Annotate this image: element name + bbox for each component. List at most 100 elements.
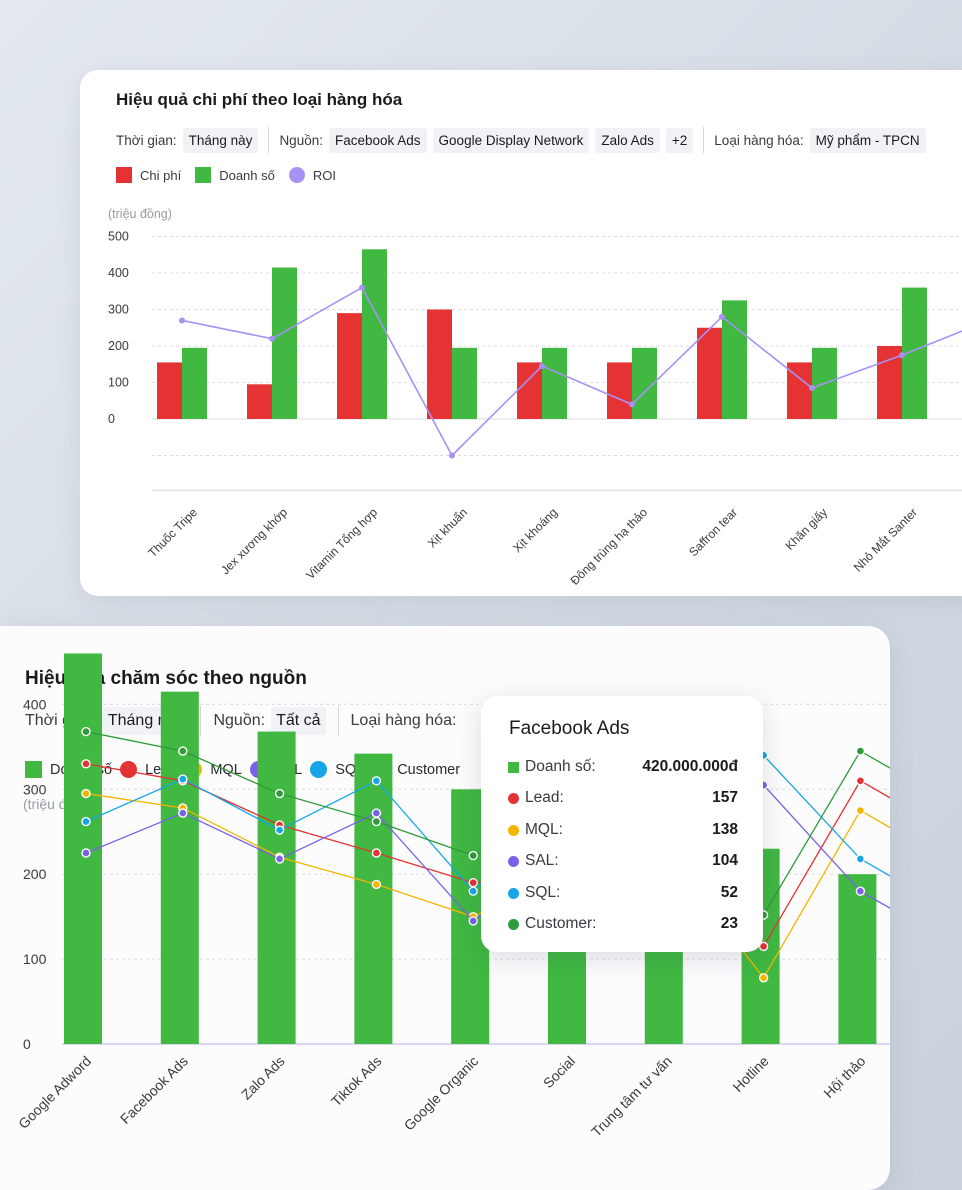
- y-tick-label: 200: [23, 866, 47, 882]
- x-tick-label: Xịt khuẩn: [425, 505, 470, 550]
- legend-swatch: [25, 761, 42, 778]
- source-filter-label: Nguồn:: [213, 712, 266, 729]
- tooltip-label: MQL:: [525, 821, 563, 838]
- bar-chi-phi: [877, 346, 902, 419]
- y-tick-label: 200: [108, 339, 129, 353]
- tooltip-swatch: [508, 918, 519, 930]
- y-tick-label: 100: [108, 376, 129, 390]
- roi-point: [359, 284, 365, 291]
- point-customer: [81, 726, 91, 737]
- x-tick-label: Vitamin Tổng hợp: [303, 505, 380, 582]
- tooltip-row-mql: MQL: 138: [508, 820, 738, 840]
- bar-chi-phi: [247, 384, 272, 419]
- bar-chi-phi: [517, 362, 542, 419]
- y-tick-label: 0: [23, 1036, 31, 1052]
- point-customer: [274, 788, 285, 799]
- bar-chi-phi: [607, 362, 632, 419]
- tooltip-row-doanh-so: Doanh số: 420.000.000đ: [508, 757, 738, 777]
- point-sal: [81, 848, 91, 858]
- category-filter-chip[interactable]: Mỹ phẩm - TPCN: [809, 127, 926, 153]
- bar-doanh-so: [452, 347, 477, 419]
- x-tick-label: Nhỏ Mắt Santer: [850, 505, 920, 575]
- tooltip-label: SQL:: [525, 884, 561, 901]
- point-sql: [468, 886, 478, 896]
- tooltip-label: Doanh số:: [525, 758, 596, 775]
- x-tick-label: Xịt khoáng: [510, 505, 560, 555]
- point-sql: [274, 825, 285, 835]
- cost-efficiency-card: Hiệu quả chi phí theo loại hàng hóa Thời…: [80, 70, 962, 596]
- point-lead: [371, 848, 382, 858]
- legend-item-roi[interactable]: ROI: [288, 167, 336, 183]
- source-chip-zalo-ads[interactable]: Zalo Ads: [595, 127, 660, 153]
- roi-point: [179, 317, 185, 324]
- tooltip-label: Customer:: [525, 915, 597, 932]
- roi-point: [719, 313, 725, 320]
- tooltip-row-customer: Customer: 23: [508, 914, 738, 934]
- y-tick-label: 300: [23, 781, 47, 797]
- x-tick-label: Thuốc Tripe: [145, 505, 200, 560]
- point-sql: [371, 776, 382, 786]
- x-tick-label: Zalo Ads: [238, 1053, 288, 1103]
- point-customer: [855, 746, 866, 756]
- bar-chi-phi: [697, 327, 722, 419]
- tooltip-row-lead: Lead: 157: [508, 788, 738, 808]
- tooltip-title: Facebook Ads: [509, 718, 630, 739]
- bar-doanh-so: [838, 874, 877, 1044]
- point-customer: [178, 746, 188, 756]
- legend-item-chi-phi[interactable]: Chi phí: [116, 167, 181, 183]
- x-tick-label: Saffron tear: [686, 505, 740, 559]
- point-lead: [758, 941, 769, 952]
- point-customer: [371, 816, 382, 827]
- x-tick-label: Khăn giấy: [782, 505, 830, 553]
- bar-chi-phi: [427, 309, 452, 419]
- source-chip-more[interactable]: +2: [665, 127, 694, 153]
- bar-doanh-so: [257, 731, 296, 1044]
- time-filter-chip[interactable]: Tháng này: [182, 127, 259, 153]
- point-lead: [81, 759, 91, 769]
- tooltip-row-sql: SQL: 52: [508, 883, 738, 903]
- x-tick-label: Hội thảo: [820, 1053, 868, 1101]
- source-chip-google-display-network[interactable]: Google Display Network: [432, 127, 590, 153]
- tooltip-swatch: [508, 792, 519, 804]
- bar-doanh-so: [160, 691, 199, 1044]
- roi-line: [181, 286, 962, 457]
- legend-label: Chi phí: [140, 167, 182, 183]
- source-filter-label: Nguồn:: [279, 132, 323, 148]
- x-tick-label: Facebook Ads: [117, 1053, 191, 1127]
- x-tick-label: Jex xương khớp: [218, 505, 290, 577]
- legend-label: Doanh số: [219, 167, 275, 183]
- point-mql: [81, 788, 91, 799]
- point-sal: [371, 808, 382, 818]
- y-tick-label: 0: [108, 412, 115, 426]
- x-tick-label: Google Organic: [401, 1053, 482, 1134]
- legend-item-doanh-so[interactable]: Doanh số: [195, 167, 275, 183]
- tooltip-swatch: [508, 855, 519, 867]
- point-sal: [468, 916, 478, 926]
- legend-swatch: [310, 761, 328, 778]
- source-chip-facebook-ads[interactable]: Facebook Ads: [328, 127, 427, 153]
- source-filter-chip[interactable]: Tất cả: [271, 707, 326, 735]
- category-filter-label: Loại hàng hóa:: [350, 712, 457, 729]
- tooltip-label: Lead:: [525, 789, 564, 806]
- tooltip-row-sal: SAL: 104: [508, 851, 738, 871]
- point-sal: [855, 886, 866, 896]
- point-sql: [81, 816, 91, 827]
- chart-tooltip: Facebook Ads Doanh số: 420.000.000đ Lead:…: [481, 696, 763, 952]
- tooltip-value: 52: [720, 884, 738, 901]
- filter-divider: [200, 706, 202, 736]
- time-filter-label: Thời gian:: [116, 132, 177, 148]
- filter-divider: [268, 127, 270, 153]
- filter-divider: [337, 706, 339, 736]
- point-sql: [178, 774, 188, 784]
- point-lead: [468, 877, 478, 888]
- roi-point: [539, 363, 545, 370]
- legend-swatch: [120, 761, 138, 778]
- card-title: Hiệu quả chi phí theo loại hàng hóa: [116, 90, 403, 109]
- category-filter-label: Loại hàng hóa:: [714, 132, 804, 148]
- point-sal: [178, 808, 188, 818]
- filter-bar: Thời gian: Tháng này Nguồn: Facebook Ads…: [116, 127, 932, 153]
- tooltip-swatch: [508, 887, 519, 899]
- legend-swatch: [195, 167, 212, 183]
- roi-point: [269, 335, 275, 342]
- y-tick-label: 300: [108, 303, 129, 317]
